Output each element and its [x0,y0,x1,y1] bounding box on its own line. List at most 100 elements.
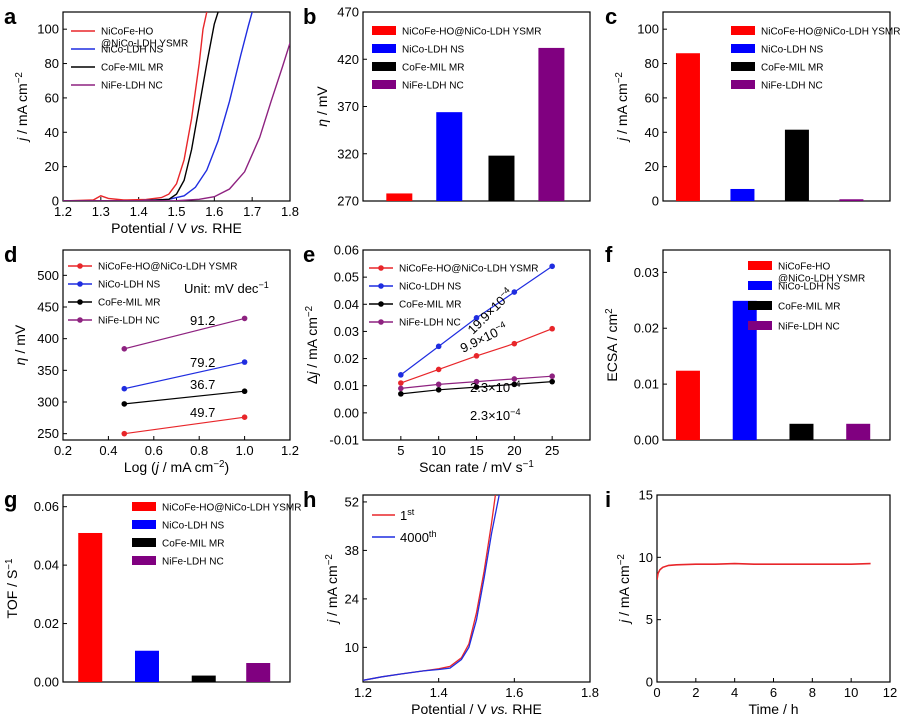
y-axis-label-part: S [4,570,20,579]
y-tick-label: 0.03 [334,324,359,339]
y-tick-label: 0 [52,194,59,209]
plot-frame [362,494,591,683]
y-axis-label: η / mV [314,86,330,127]
x-axis-label-part: ) [225,459,230,475]
x-axis-label-part: Scan rate / mV [419,459,515,475]
bar [675,370,700,440]
y-axis-label-part: cm [614,83,630,102]
bar [78,532,103,682]
y-axis-label: j / mA cm−2 [324,554,341,625]
y-axis-label-part: j [324,619,340,625]
panel-letter: e [303,242,315,267]
legend-label: NiFe-LDH NC [162,557,224,568]
x-tick-label: 1.8 [581,685,599,700]
unit-note-part: dec [237,281,258,296]
x-axis-label: Potential / V vs. RHE [111,220,242,236]
slope-label-part: 10 [496,408,510,423]
y-axis-label-part: −2 [14,72,25,83]
y-tick-label: 0.00 [34,675,59,690]
legend-label: CoFe-MIL MR [402,63,464,74]
data-point [511,381,518,388]
data-point [511,340,518,347]
y-axis-label-part: −2 [324,554,335,565]
x-tick-label: 1.2 [281,443,299,458]
legend-label: NiCo-LDH NS [101,45,164,56]
panel-letter: c [605,4,617,29]
legend-swatch [731,80,755,89]
y-tick-label: 0 [646,675,653,690]
data-point [473,378,480,385]
panel-b: 270 320 370 420 470 η / mV b NiCoFe-HO@NiCo-LDH… [303,4,591,209]
x-tick-label: 1.4 [130,204,148,219]
y-tick-label: 40 [45,125,59,140]
legend-label: NiCoFe-HO@NiCo-LDH YSMR [402,27,541,38]
plot-frame [662,249,891,441]
legend-swatch [748,301,772,310]
data-point [398,372,404,378]
data-point [549,378,555,385]
slope-label: 2.3×10−4 [470,379,521,395]
data-point [435,366,442,373]
bar [386,193,413,201]
x-axis-label-part: −2 [213,459,224,470]
legend-swatch [748,281,772,290]
x-tick-label: 1.2 [54,204,72,219]
bar [488,155,515,201]
y-tick-label: 60 [645,90,659,105]
y-axis-label-part: Δ [304,375,320,384]
legend-label-part: th [429,529,437,539]
x-tick-label: 10 [431,443,445,458]
x-axis-label: Time / h [748,701,798,717]
y-axis-label-part: j [616,619,632,625]
legend-label: NiFe-LDH NC [101,81,163,92]
x-axis-label-part: vs. [491,701,509,717]
x-tick-label: 15 [469,443,483,458]
slope-label-part: 2.3× [470,408,496,423]
legend-label-part: st [407,507,415,517]
plot-frame [662,11,891,202]
y-tick-label: -0.01 [329,433,359,448]
data-point [473,384,480,390]
y-axis-label: ECSA / cm2 [604,308,621,381]
x-tick-label: 1.6 [505,685,523,700]
x-tick-label: 0.8 [190,443,208,458]
legend-label: NiCoFe-HO@NiCo-LDH YSMR [761,27,900,38]
legend-label: NiCo-LDH NS [98,280,161,291]
legend-swatch [748,321,772,330]
panel-letter: b [303,4,316,29]
y-tick-label: 320 [337,146,359,161]
slope-label: 79.2 [190,355,215,370]
data-point [121,346,128,352]
plot-frame [62,494,291,683]
data-point [549,263,555,270]
legend-swatch [132,556,156,565]
x-tick-label: 10 [844,685,858,700]
legend-label: 1st [400,507,415,523]
x-tick-label: 1.2 [354,685,372,700]
bar [730,188,755,201]
y-axis-label-part: η [314,119,330,127]
x-tick-label: 2 [692,685,699,700]
legend-label: 4000th [400,529,437,545]
x-axis-label-part: j [154,459,160,475]
legend-swatch [731,44,755,53]
x-axis-label-part: Potential / V [111,220,190,236]
x-tick-label: 1.6 [205,204,223,219]
legend-marker [378,283,384,289]
x-tick-label: 0.4 [99,443,117,458]
x-tick-label: 6 [770,685,777,700]
bar [839,199,864,201]
legend-marker [378,319,384,325]
x-axis-label-part: RHE [508,701,541,717]
x-tick-label: 1.0 [236,443,254,458]
series-line [363,495,497,681]
legend-label: CoFe-MIL MR [778,302,840,313]
y-tick-label: 0.04 [34,558,59,573]
x-axis-label-part: vs. [191,220,209,236]
x-axis-label-part: Time / h [748,701,798,717]
x-tick-label: 1.4 [430,685,448,700]
legend-swatch [132,538,156,547]
legend-marker [77,281,83,287]
x-axis-label: Log (j / mA cm−2) [124,459,229,476]
legend-label: NiCo-LDH NS [162,521,225,532]
